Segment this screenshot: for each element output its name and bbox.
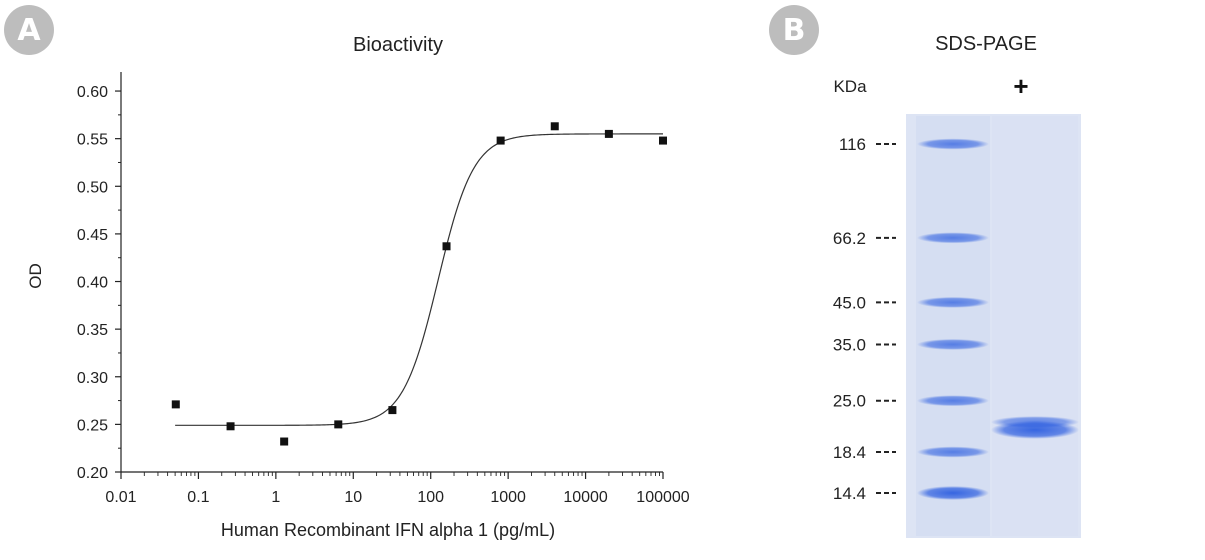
ladder-band — [917, 446, 989, 458]
data-point — [388, 406, 397, 415]
marker-label: 66.2 — [833, 229, 866, 248]
y-tick-label: 0.35 — [77, 322, 108, 339]
ladder-band — [917, 486, 989, 500]
y-axis-label: OD — [26, 263, 45, 289]
y-tick-label: 0.20 — [77, 465, 108, 482]
x-axis-label: Human Recombinant IFN alpha 1 (pg/mL) — [221, 520, 555, 540]
data-point — [280, 437, 289, 446]
chart-title: Bioactivity — [353, 34, 443, 56]
marker-label: 45.0 — [833, 293, 866, 312]
x-tick-label: 1000 — [490, 489, 526, 506]
marker-label: 25.0 — [833, 392, 866, 411]
sds-page-panel: SDS-PAGE KDa + 116 66.2 45.0 35.0 25.0 18.4 14… — [833, 33, 1081, 538]
x-tick-label: 1 — [271, 489, 280, 506]
y-tick-label: 0.55 — [77, 132, 108, 149]
x-tick-label: 0.1 — [187, 489, 209, 506]
data-point — [604, 129, 613, 138]
y-tick-label: 0.30 — [77, 370, 108, 387]
data-point — [659, 136, 667, 145]
y-tick-label: 0.60 — [77, 84, 108, 101]
y-tick-label: 0.45 — [77, 227, 108, 244]
bioactivity-chart: Bioactivity OD Human Recombinant IFN alp… — [26, 34, 690, 540]
marker-label: 35.0 — [833, 335, 866, 354]
sample-band — [991, 420, 1079, 439]
ladder-band — [917, 395, 989, 407]
data-point — [496, 136, 505, 145]
ladder-lane — [916, 116, 990, 536]
x-tick-label: 100000 — [636, 489, 689, 506]
data-point — [334, 420, 343, 429]
y-tick-label: 0.40 — [77, 275, 108, 292]
sample-lane — [992, 116, 1078, 536]
fit-curve — [175, 133, 663, 426]
ladder-band — [917, 296, 989, 308]
x-tick-label: 100 — [417, 489, 444, 506]
marker-label: 116 — [839, 135, 866, 154]
ladder-band — [917, 138, 989, 150]
y-tick-label: 0.25 — [77, 417, 108, 434]
marker-label: 18.4 — [833, 443, 866, 462]
y-tick-label: 0.50 — [77, 179, 108, 196]
x-tick-label: 10 — [344, 489, 362, 506]
gel-title: SDS-PAGE — [935, 33, 1037, 55]
data-point — [226, 422, 235, 431]
marker-label: 14.4 — [833, 484, 866, 503]
panel-a-badge: A — [4, 5, 54, 55]
kda-label: KDa — [833, 77, 867, 96]
data-point — [550, 122, 559, 131]
ladder-band — [917, 338, 989, 350]
x-tick-label: 0.01 — [105, 489, 136, 506]
ladder-band — [917, 232, 989, 244]
panel-b-badge: B — [769, 5, 819, 55]
data-point — [171, 400, 180, 409]
data-point — [442, 242, 451, 251]
x-tick-label: 10000 — [563, 489, 608, 506]
sample-lane-label: + — [1013, 71, 1028, 101]
